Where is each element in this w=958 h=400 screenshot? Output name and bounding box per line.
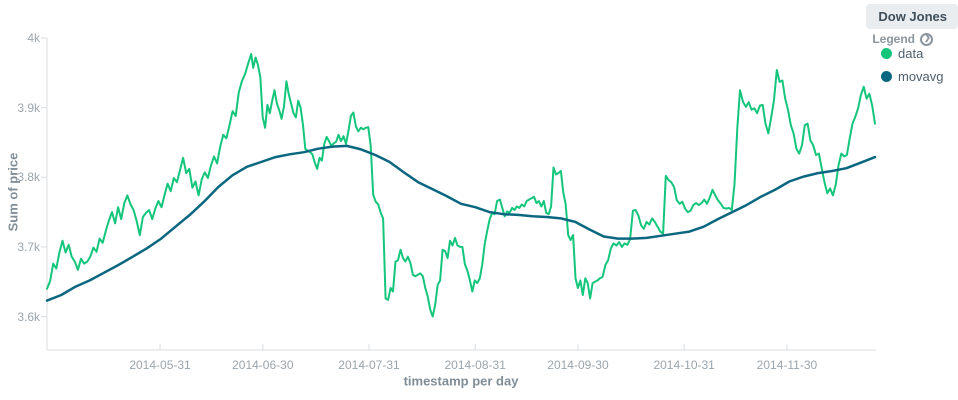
legend-item-label: movavg bbox=[898, 69, 944, 84]
legend-label: Legend bbox=[872, 32, 915, 46]
x-tick-label: 2014-05-31 bbox=[129, 358, 191, 372]
y-tick-label: 3.9k bbox=[17, 100, 40, 115]
legend-item-data[interactable]: data bbox=[881, 46, 923, 61]
x-tick-label: 2014-10-31 bbox=[653, 358, 715, 372]
x-tick-label: 2014-07-31 bbox=[338, 358, 400, 372]
legend-toggle-icon[interactable] bbox=[920, 32, 933, 46]
x-tick-label: 2014-08-31 bbox=[444, 358, 506, 372]
y-tick-label: 4k bbox=[27, 31, 40, 45]
legend-item-label: data bbox=[898, 46, 924, 61]
x-tick-label: 2014-11-30 bbox=[756, 358, 818, 372]
y-tick-label: 3.7k bbox=[17, 239, 40, 254]
panel-title: Dow Jones bbox=[866, 4, 958, 29]
data-series-dot-icon bbox=[881, 48, 892, 59]
movavg-series-line[interactable] bbox=[45, 144, 877, 302]
y-tick-label: 3.8k bbox=[17, 170, 40, 185]
x-tick-label: 2014-09-30 bbox=[547, 358, 609, 372]
y-tick-label: 3.6k bbox=[17, 309, 40, 324]
data-series-line[interactable] bbox=[46, 53, 876, 318]
y-axis-title: Sum of price bbox=[5, 152, 21, 232]
legend-header: Legend bbox=[872, 32, 933, 46]
legend-item-movavg[interactable]: movavg bbox=[881, 69, 944, 84]
x-axis-title: timestamp per day bbox=[403, 373, 519, 389]
x-tick-label: 2014-06-30 bbox=[232, 358, 294, 372]
movavg-series-dot-icon bbox=[881, 71, 892, 82]
